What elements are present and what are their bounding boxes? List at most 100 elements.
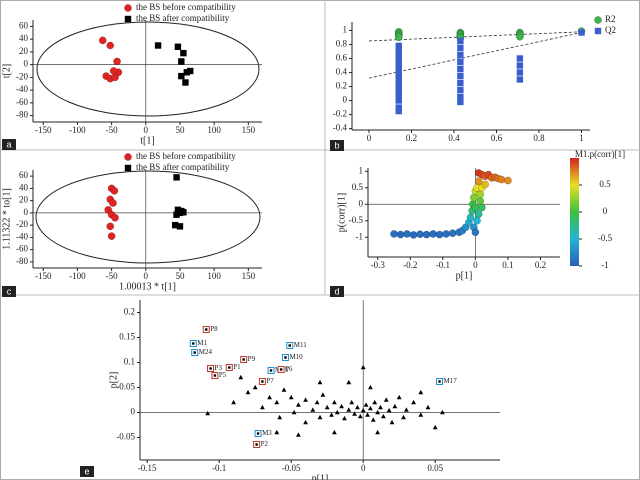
- point-label: P3: [215, 364, 223, 372]
- point: [296, 432, 301, 437]
- legend-marker: [124, 153, 132, 161]
- point: [429, 230, 437, 238]
- fit-line: [368, 31, 582, 42]
- point: [360, 364, 366, 370]
- y-tick-label: 0.2: [336, 81, 347, 91]
- point: [303, 419, 308, 425]
- point: [291, 409, 297, 415]
- panel-letter-box: [2, 286, 16, 297]
- point-core: [193, 351, 196, 354]
- point: [473, 216, 481, 225]
- y-tick-label: -20: [16, 71, 28, 81]
- point-label: P6: [285, 365, 293, 373]
- point: [390, 230, 398, 238]
- point-label: P8: [210, 325, 218, 333]
- point: [425, 404, 431, 410]
- point: [411, 399, 416, 405]
- x-axis-label: t[1]: [140, 135, 154, 146]
- point-label: P5: [219, 371, 227, 379]
- x-tick-label: -0.1: [436, 260, 450, 270]
- x-tick-label: -50: [106, 271, 118, 281]
- point-label: P2: [261, 440, 269, 448]
- point: [409, 231, 418, 239]
- colorbar-tick-label: 0.5: [599, 179, 611, 189]
- y-tick-label: 1: [343, 24, 348, 34]
- panel-letter: e: [84, 466, 89, 476]
- point: [395, 51, 402, 58]
- point: [334, 409, 340, 415]
- point: [245, 389, 251, 395]
- x-tick-label: -0.1: [212, 463, 226, 473]
- legend-label: Q2: [605, 25, 616, 35]
- point: [372, 399, 378, 405]
- x-tick-label: 0: [473, 260, 478, 270]
- point: [471, 203, 480, 212]
- y-tick-label: -60: [16, 97, 28, 107]
- point: [267, 394, 272, 400]
- point: [375, 429, 380, 435]
- point-label: M17: [444, 377, 458, 385]
- point: [395, 107, 402, 115]
- point: [476, 190, 485, 199]
- y-tick-label: 40: [19, 182, 29, 192]
- point: [231, 399, 236, 405]
- point-core: [269, 369, 273, 372]
- x-tick-label: -100: [69, 125, 86, 135]
- point: [516, 62, 524, 69]
- point: [332, 399, 337, 405]
- point: [375, 409, 380, 415]
- point-core: [242, 358, 245, 361]
- point: [435, 230, 444, 239]
- y-tick-label: 20: [19, 195, 29, 205]
- colorbar-tick-label: 0: [603, 206, 608, 216]
- point: [395, 97, 402, 104]
- x-tick-label: 50: [175, 271, 185, 281]
- x-tick-label: 0: [144, 125, 149, 135]
- point: [457, 44, 464, 52]
- point: [329, 412, 334, 417]
- point-label: P1: [233, 363, 241, 371]
- point: [471, 228, 480, 237]
- legend-label: the BS after compatibility: [136, 13, 230, 23]
- point: [296, 402, 301, 407]
- point: [497, 175, 506, 184]
- point: [395, 46, 402, 54]
- point: [252, 384, 258, 390]
- point: [111, 213, 119, 222]
- x-axis-label: p[1]: [456, 270, 473, 281]
- hotelling-ellipse: [35, 170, 261, 264]
- point-label: P9: [248, 355, 256, 363]
- x-tick-label: 0.2: [535, 260, 546, 270]
- x-tick-label: -150: [35, 125, 52, 135]
- point: [474, 177, 483, 186]
- x-tick-label: -100: [69, 271, 86, 281]
- point-core: [228, 366, 231, 369]
- x-tick-label: 0.6: [491, 133, 503, 143]
- point: [395, 88, 402, 96]
- y-tick-label: 0.5: [352, 182, 364, 192]
- point: [395, 63, 402, 71]
- point: [422, 230, 431, 239]
- point: [107, 232, 116, 240]
- point: [396, 394, 402, 400]
- panel-letter-box: [2, 139, 16, 150]
- point: [180, 209, 187, 216]
- point: [314, 399, 320, 405]
- point: [178, 72, 185, 80]
- point: [395, 93, 402, 100]
- point: [448, 229, 457, 238]
- point: [277, 414, 283, 420]
- point-core: [288, 344, 291, 347]
- point-core: [279, 368, 283, 371]
- y-axis-label: p[2]: [108, 372, 119, 389]
- legend-label: the BS after compatibility: [136, 162, 230, 172]
- point-label: M3: [262, 429, 272, 437]
- point-core: [261, 380, 264, 383]
- colorbar-tick-label: -0.5: [598, 233, 613, 243]
- point: [346, 379, 352, 385]
- point-core: [256, 432, 260, 435]
- point: [205, 410, 211, 416]
- point-core: [255, 443, 258, 446]
- x-tick-label: 1: [579, 133, 584, 143]
- point: [389, 419, 395, 425]
